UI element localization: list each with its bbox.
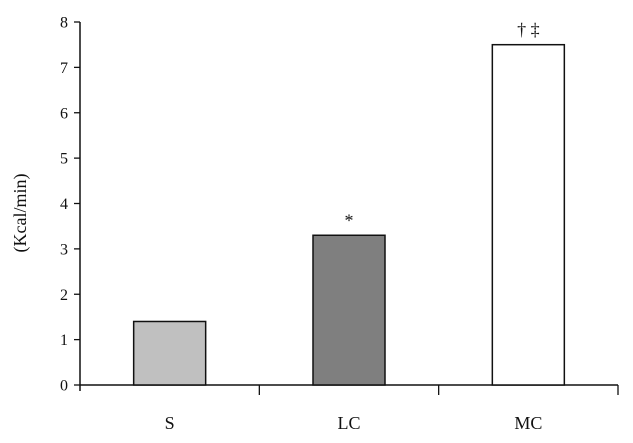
y-axis: 0 1 2 3 4 5 6 7 8 [60, 15, 81, 395]
y-tick-label: 1 [60, 332, 68, 349]
y-tick-label: 5 [60, 151, 68, 168]
bar-lc [312, 234, 386, 386]
y-tick-label: 2 [60, 287, 68, 304]
x-category-label: LC [337, 413, 360, 433]
y-tick-label: 0 [60, 378, 68, 395]
axis-labels: (Kcal/min) [10, 174, 31, 253]
bar-s [132, 320, 207, 386]
x-category-label: S [165, 413, 175, 433]
bar-annotations: * † ‡ [345, 20, 540, 231]
bars [132, 43, 566, 386]
y-tick-label: 7 [60, 60, 68, 77]
bar-mc [491, 43, 566, 386]
significance-marker: * [345, 210, 354, 230]
y-tick-label: 4 [60, 196, 68, 213]
y-tick-label: 3 [60, 241, 68, 258]
significance-marker: † ‡ [517, 20, 540, 40]
y-tick-label: 8 [60, 15, 68, 32]
y-tick-label: 6 [60, 105, 68, 122]
x-category-label: MC [514, 413, 542, 433]
y-axis-title: (Kcal/min) [10, 174, 31, 253]
x-axis: S LC MC [80, 384, 619, 433]
